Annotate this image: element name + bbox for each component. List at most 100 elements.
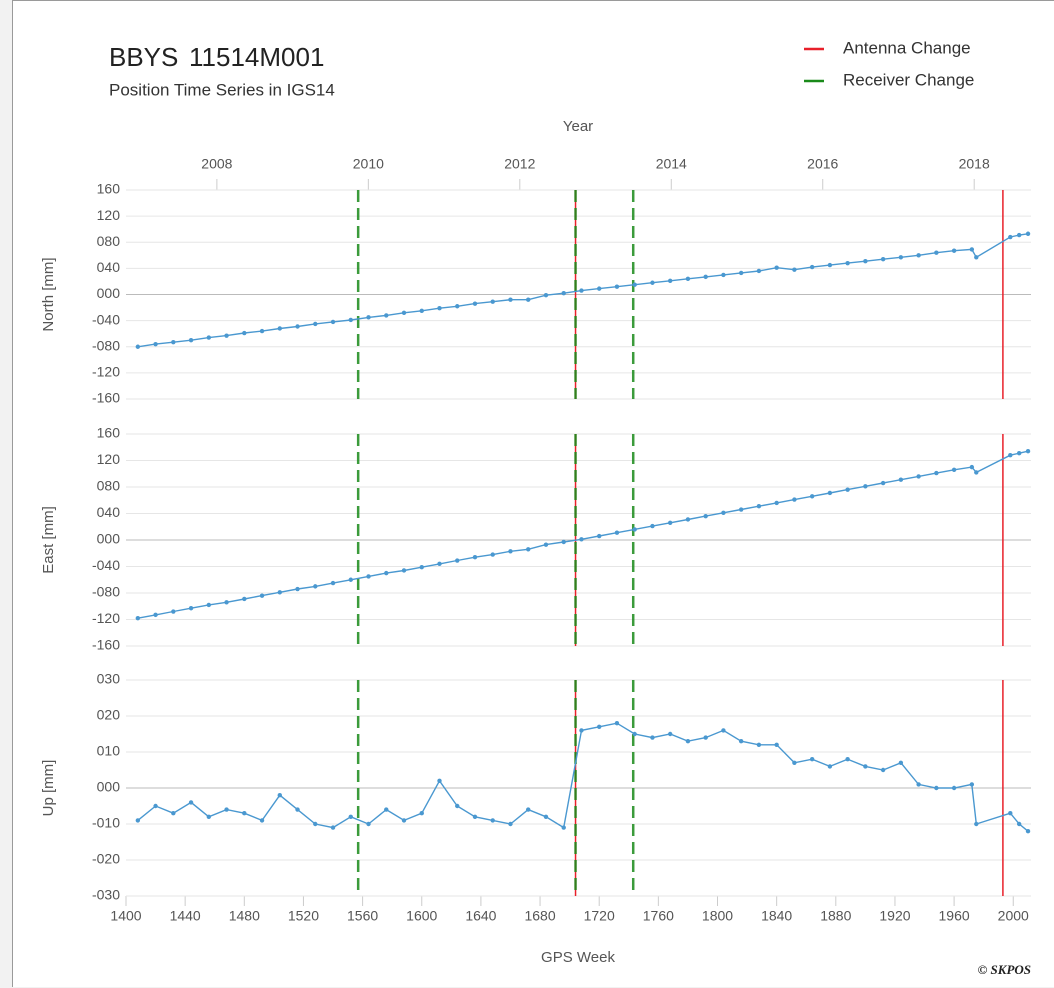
data-point	[934, 470, 939, 476]
x-axis-title: GPS Week	[541, 949, 615, 966]
data-point	[401, 310, 407, 315]
data-point	[974, 470, 979, 475]
data-point	[974, 821, 979, 827]
data-point	[366, 315, 371, 320]
data-point	[916, 474, 921, 479]
data-point	[561, 290, 566, 296]
x2-tick-label: 2014	[656, 156, 687, 172]
data-point	[419, 811, 424, 816]
data-point	[384, 313, 389, 318]
data-point	[242, 330, 247, 336]
data-point	[224, 807, 229, 812]
series-line	[137, 722, 1029, 832]
x-tick-label: 1400	[110, 908, 141, 924]
y-tick-label: -120	[92, 364, 120, 380]
data-point	[756, 742, 762, 747]
x2-tick-label: 2008	[201, 156, 232, 172]
data-point	[1025, 231, 1031, 236]
data-point	[685, 739, 691, 744]
data-point	[792, 497, 797, 502]
x-tick-label: 1680	[524, 908, 555, 924]
data-point	[916, 253, 921, 258]
data-point	[1016, 232, 1022, 238]
data-point	[863, 484, 868, 489]
data-point	[632, 282, 637, 287]
x-tick-label: 1640	[465, 908, 496, 924]
x-tick-label: 1480	[229, 908, 260, 924]
data-point	[472, 814, 478, 819]
data-point	[738, 739, 744, 744]
data-point	[898, 760, 904, 765]
data-point	[401, 568, 407, 573]
data-point	[419, 308, 424, 314]
y-tick-label: 120	[97, 451, 121, 467]
data-point	[703, 274, 708, 280]
data-point	[1025, 449, 1031, 454]
data-point	[295, 586, 300, 592]
data-point	[508, 821, 513, 827]
x-tick-label: 2000	[998, 908, 1029, 924]
chart-frame: BBYS 11514M001 Position Time Series in I…	[12, 0, 1054, 987]
data-point	[650, 280, 655, 285]
y-tick-label: 160	[97, 181, 121, 197]
data-point	[721, 272, 726, 278]
data-point	[242, 596, 247, 602]
data-point	[206, 602, 212, 608]
data-point	[685, 517, 691, 522]
data-point	[827, 764, 833, 769]
station-id: 11514M001	[189, 42, 324, 72]
data-point	[579, 728, 584, 733]
y-axis-title: Up [mm]	[40, 760, 57, 817]
data-point	[561, 825, 566, 830]
data-point	[721, 728, 726, 733]
data-point	[543, 292, 549, 298]
data-point	[1008, 453, 1013, 458]
data-point	[224, 333, 229, 338]
data-point	[614, 530, 620, 535]
x2-tick-label: 2016	[807, 156, 838, 172]
x-tick-label: 1960	[939, 908, 970, 924]
y-axis-title: North [mm]	[40, 257, 57, 331]
data-point	[171, 609, 176, 614]
y-tick-label: 120	[97, 207, 121, 223]
data-point	[242, 811, 247, 816]
x-tick-label: 1520	[288, 908, 319, 924]
data-point	[153, 612, 158, 618]
data-point	[809, 494, 815, 499]
data-point	[579, 288, 584, 293]
data-point	[401, 818, 407, 823]
data-point	[348, 577, 353, 582]
data-point	[526, 297, 531, 302]
data-point	[809, 264, 815, 270]
y-tick-label: 160	[97, 425, 121, 441]
data-point	[135, 615, 141, 621]
data-point	[1016, 821, 1022, 827]
data-point	[543, 814, 549, 819]
data-point	[171, 339, 176, 345]
data-point	[490, 299, 495, 304]
data-point	[863, 764, 868, 769]
data-point	[845, 487, 850, 492]
data-point	[188, 338, 194, 343]
x-tick-label: 1440	[170, 908, 201, 924]
data-point	[171, 811, 176, 816]
data-point	[277, 793, 282, 798]
x-tick-label: 1920	[879, 908, 910, 924]
y-tick-label: -030	[92, 887, 120, 903]
data-point	[1008, 811, 1013, 816]
data-point	[667, 278, 673, 283]
data-point	[974, 255, 979, 260]
data-point	[153, 341, 158, 347]
x-tick-label: 1840	[761, 908, 792, 924]
data-point	[774, 742, 779, 747]
data-point	[667, 731, 673, 737]
data-point	[898, 477, 904, 482]
x-tick-label: 1720	[584, 908, 615, 924]
data-point	[1008, 234, 1013, 240]
data-point	[969, 782, 975, 787]
data-point	[472, 555, 478, 560]
x-tick-label: 1760	[643, 908, 674, 924]
data-point	[756, 268, 762, 274]
y-tick-label: -120	[92, 610, 120, 626]
y-tick-label: 080	[97, 478, 121, 494]
